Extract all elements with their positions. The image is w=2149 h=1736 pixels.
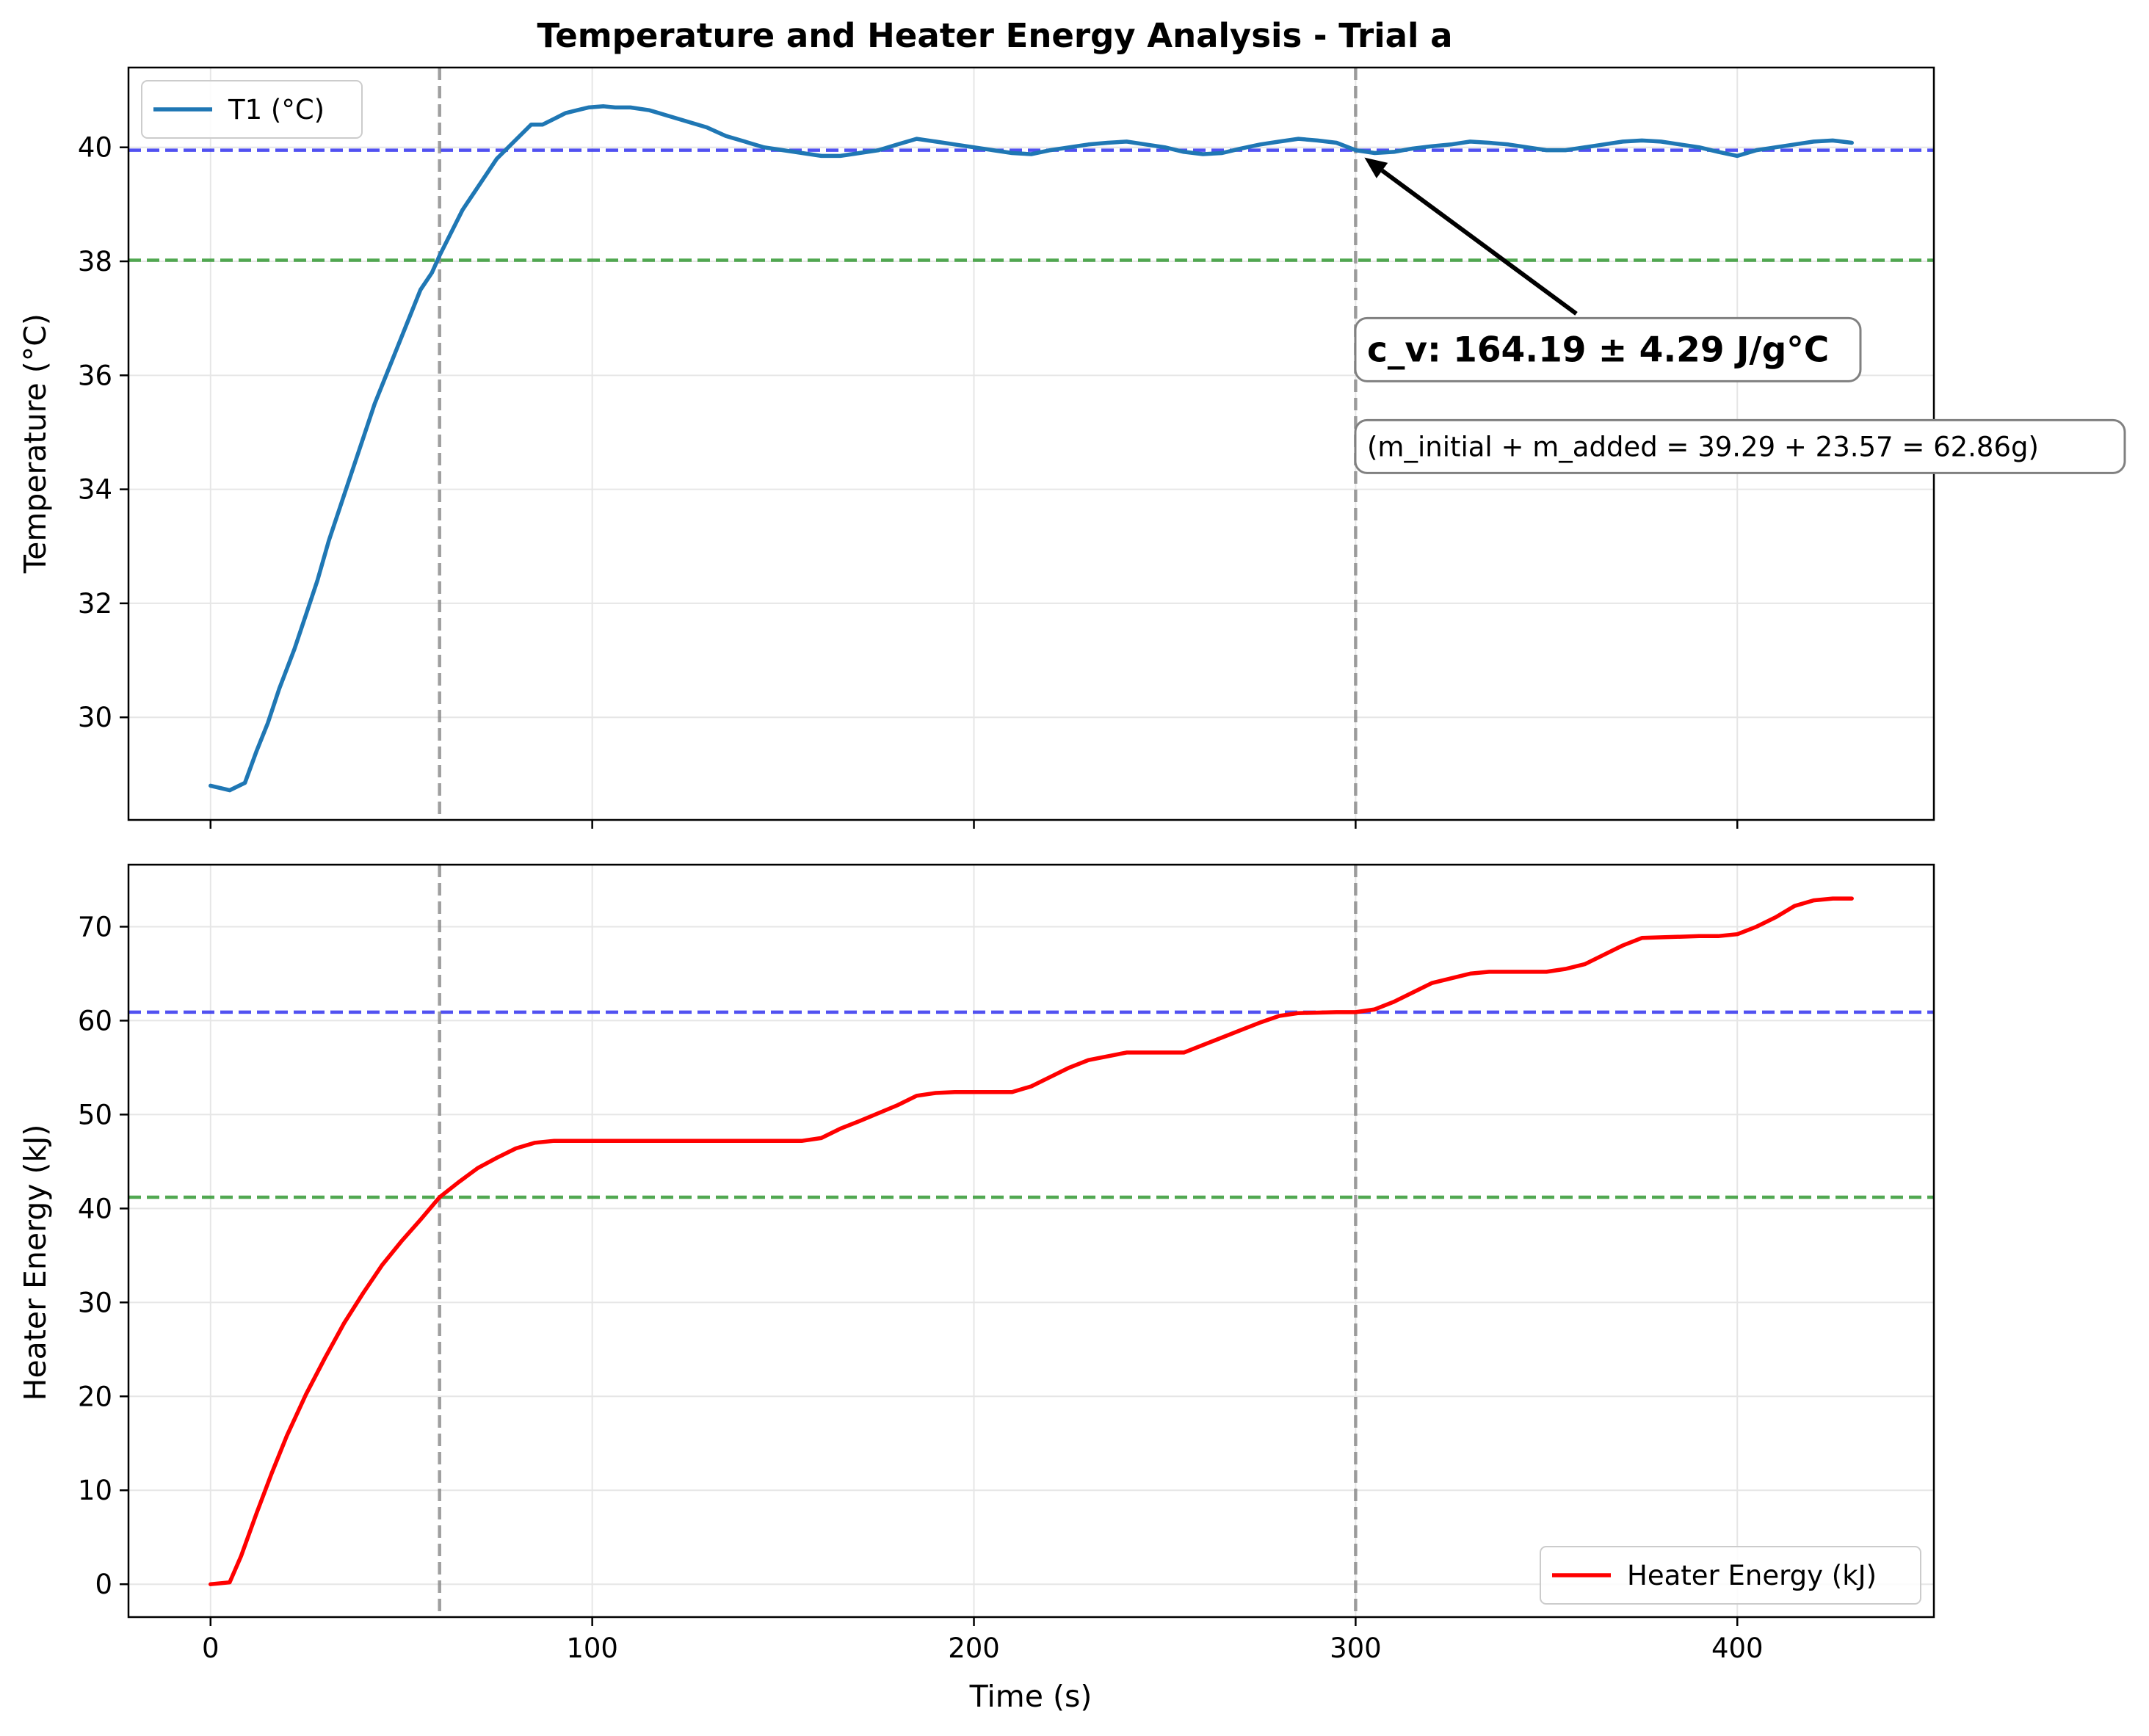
mass-annotation-text: (m_initial + m_added = 39.29 + 23.57 = 6… <box>1367 431 2039 462</box>
temperature-legend-label: T1 (°C) <box>228 94 325 126</box>
x-tick-label-100: 100 <box>566 1633 618 1664</box>
temperature-annotation-box-0 <box>1354 316 1862 382</box>
temperature-y-tick-label-36: 36 <box>78 360 112 391</box>
energy-x-ticks: 0 100 200 300 400 <box>202 1617 1764 1664</box>
cv-annotation-text: c_v: 164.19 ± 4.29 J/g°C <box>1367 330 1829 370</box>
energy-y-tick-label-20: 20 <box>78 1381 112 1412</box>
temperature-legend: T1 (°C) <box>141 80 363 139</box>
temperature-x-ticks <box>209 820 1739 829</box>
temperature-y-tick-label-34: 34 <box>78 474 112 506</box>
energy-y-tick-label-30: 30 <box>78 1287 112 1318</box>
energy-reference-lines <box>128 1010 1934 1199</box>
temperature-y-tick-label-40: 40 <box>78 132 112 164</box>
energy-y-tick-label-0: 0 <box>95 1569 112 1600</box>
temperature-legend-box <box>141 80 363 139</box>
temperature-annotations: c_v: 164.19 ± 4.29 J/g°C (m_initial + m_a… <box>1354 157 2126 474</box>
energy-y-tick-label-40: 40 <box>78 1193 112 1224</box>
temperature-y-ticks: 30 32 34 36 38 40 <box>78 132 128 733</box>
x-axis-label: Time (s) <box>969 1679 1092 1714</box>
temperature-y-tick-label-32: 32 <box>78 588 112 620</box>
energy-axes-border <box>127 863 1935 1619</box>
x-tick-label-0: 0 <box>202 1633 220 1664</box>
energy-y-axis-label: Heater Energy (kJ) <box>18 1125 53 1401</box>
temperature-y-tick-label-38: 38 <box>78 246 112 277</box>
x-tick-label-300: 300 <box>1330 1633 1382 1664</box>
heater-energy-panel: 0 10 20 30 40 50 60 70 0 100 200 300 400 Heater Ene… <box>18 863 1935 1714</box>
temperature-y-axis-label: Temperature (°C) <box>18 313 53 574</box>
temperature-panel: 30 32 34 36 38 40 Temperature (°C) T1 (°C) c_… <box>18 66 2126 829</box>
energy-y-tick-label-60: 60 <box>78 1005 112 1036</box>
temperature-annotation-arrow-shaft <box>1380 168 1578 316</box>
energy-y-tick-label-10: 10 <box>78 1475 112 1506</box>
energy-series-line-0 <box>209 896 1854 1586</box>
temperature-series-line-0 <box>209 104 1854 793</box>
energy-legend: Heater Energy (kJ) <box>1540 1546 1921 1605</box>
energy-axes-frame <box>127 863 1935 1619</box>
energy-y-ticks: 0 10 20 30 40 50 60 70 <box>78 911 128 1600</box>
energy-time-markers <box>438 865 1358 1617</box>
energy-legend-label: Heater Energy (kJ) <box>1627 1560 1877 1591</box>
energy-y-tick-label-50: 50 <box>78 1099 112 1130</box>
energy-series <box>209 896 1854 1586</box>
temperature-annotation-arrow-head <box>1364 157 1388 178</box>
energy-y-tick-label-70: 70 <box>78 911 112 943</box>
temperature-series <box>209 104 1854 793</box>
x-tick-label-400: 400 <box>1711 1633 1764 1664</box>
temperature-reference-lines <box>128 148 1934 262</box>
energy-legend-box <box>1540 1546 1921 1605</box>
chart-title: Temperature and Heater Energy Analysis -… <box>537 16 1453 55</box>
energy-grid <box>128 865 1934 1617</box>
temperature-annotation-box-1 <box>1354 418 2126 474</box>
x-tick-label-200: 200 <box>948 1633 1000 1664</box>
temperature-y-tick-label-30: 30 <box>78 702 112 733</box>
